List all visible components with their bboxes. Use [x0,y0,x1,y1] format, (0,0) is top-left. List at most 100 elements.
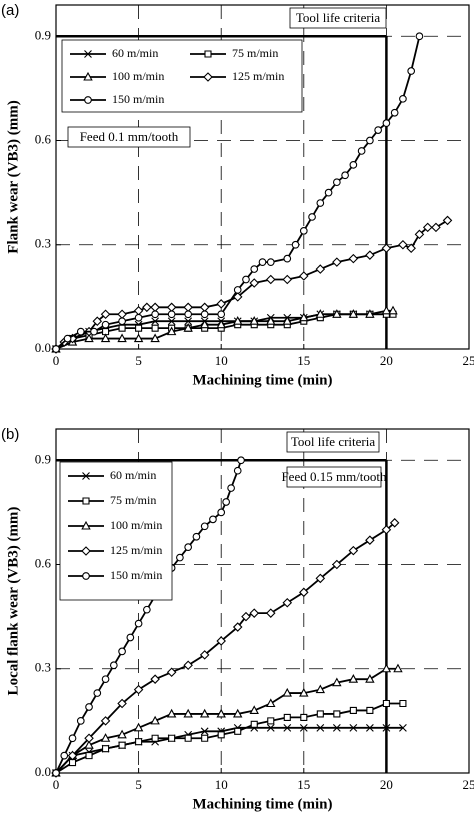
marker [366,706,374,715]
legend-label: 60 m/min [110,468,156,482]
marker [233,286,242,294]
marker [249,316,259,325]
legend-label: 150 m/min [110,568,162,582]
marker [249,278,260,288]
y-tick-label: 0.9 [35,27,51,42]
marker [84,333,94,343]
marker [382,723,391,732]
marker [117,309,127,320]
marker [151,324,159,332]
marker [299,312,309,322]
marker [299,227,308,235]
marker [133,722,144,732]
marker [200,727,209,736]
marker [348,253,359,264]
x-tick-label: 0 [53,777,60,792]
marker [76,327,85,336]
marker [101,320,110,329]
marker [183,302,193,313]
series-line [55,702,403,774]
legend-label: 100 m/min [112,69,164,83]
marker [442,215,453,226]
marker [399,95,407,103]
marker [398,239,408,250]
annotation-box [67,126,191,148]
marker [100,716,111,726]
marker [299,687,309,697]
marker [216,636,226,646]
legend-marker [83,71,93,81]
marker [109,661,118,670]
y-tick-label: 0.9 [35,451,51,466]
marker [201,734,209,742]
marker [92,316,103,326]
marker [332,677,342,687]
legend-label: 100 m/min [110,518,162,532]
marker [381,243,392,254]
annotation-box [289,7,387,29]
marker [217,508,226,517]
legend-marker [81,520,91,530]
marker [399,723,407,732]
marker [267,717,275,725]
marker [184,543,193,551]
marker [101,675,110,683]
marker [227,484,235,492]
marker [199,319,210,329]
marker [168,734,176,742]
plot-frame [55,4,470,350]
x-tick-label: 10 [215,353,228,368]
marker [118,324,126,332]
marker [233,466,242,475]
marker [332,559,342,570]
marker [85,752,93,760]
marker [299,723,308,732]
marker [316,723,325,732]
marker [366,136,374,145]
marker [133,333,144,343]
marker [143,605,151,614]
marker [399,699,407,708]
marker [315,573,326,584]
x-axis-label: Machining time (min) [193,372,333,388]
marker [282,274,293,285]
x-tick-label: 15 [297,353,310,368]
marker [117,698,127,709]
marker [76,717,85,725]
marker [266,316,276,325]
x-tick-label: 15 [297,777,310,792]
marker [216,299,226,309]
marker [118,317,126,325]
marker [85,703,93,711]
marker [183,322,193,332]
marker [381,524,392,535]
marker [389,518,400,528]
marker [184,734,192,742]
marker [315,264,326,274]
marker [90,327,98,336]
legend-marker [82,572,90,580]
y-tick-label: 0.6 [35,555,52,570]
marker [266,698,276,708]
marker [237,456,245,465]
marker [183,708,193,718]
annotation: Tool life criteria [291,434,376,449]
marker [365,250,375,260]
marker [265,274,276,285]
marker [333,710,341,718]
marker [250,720,258,728]
chart-panel: 0 5 10 15 20 25 0.0 0.3 0.6 0.9 Tool life criteria… [1,426,474,812]
marker [184,310,193,319]
chart-panel: 0 5 10 15 20 25 0.0 0.3 0.6 0.9 Tool life criteria… [1,2,474,388]
marker [291,240,300,249]
marker [52,769,60,777]
marker [414,229,425,240]
marker [234,727,242,735]
marker [315,309,326,318]
marker [102,745,110,753]
marker [166,708,177,718]
marker [357,147,366,155]
series-line [55,36,421,350]
x-tick-label: 5 [135,353,142,368]
